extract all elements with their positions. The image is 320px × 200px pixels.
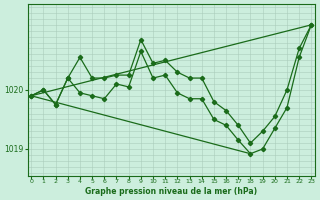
X-axis label: Graphe pression niveau de la mer (hPa): Graphe pression niveau de la mer (hPa) bbox=[85, 187, 257, 196]
